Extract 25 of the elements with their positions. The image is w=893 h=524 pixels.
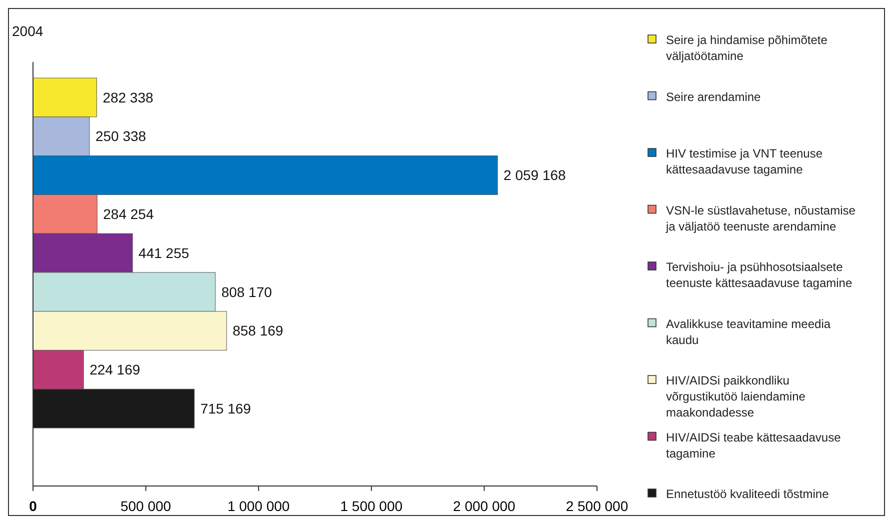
y-axis-title: 2004 <box>12 23 44 39</box>
data-label: 282 338 <box>102 89 154 106</box>
data-label: 858 169 <box>232 322 284 339</box>
legend-label: Seire arendamine <box>666 90 762 104</box>
data-label: 808 170 <box>221 284 272 300</box>
data-label: 715 169 <box>200 400 252 416</box>
x-tick-label: 1 500 000 <box>340 498 403 514</box>
data-label: 2 059 168 <box>504 167 566 184</box>
legend-label: Seire ja hindamise põhimõtete väljatöötamine <box>666 33 828 64</box>
x-tick-label: 500 000 <box>120 498 172 514</box>
legend-label: HIV/AIDSi paikkondliku võrgustikutöö laiendamine maakondadesse <box>666 374 806 420</box>
legend-label: HIV testimise ja VNT teenuse kättesaadavuse tagamine <box>666 146 823 177</box>
x-tick-label: 2 000 000 <box>453 498 516 514</box>
legend-label: Avalikkuse teavitamine meedia kaudu <box>666 316 831 347</box>
legend-label: HIV/AIDSi teabe kättesaadavuse tagamine <box>666 430 842 460</box>
data-label: 441 255 <box>138 244 190 261</box>
legend-label: Tervishoiu- ja psühhosotsiaalsete teenuste kättesaadavuse tagamine <box>666 260 852 290</box>
legend-label: VSN-le süstlavahetuse, nõustamise ja väljatöö teenuste arendamine <box>665 203 856 234</box>
x-tick-label: 1 000 000 <box>227 498 290 514</box>
data-label: 224 169 <box>90 362 140 378</box>
legend-label: Ennetustöö kvaliteedi tõstmine <box>666 487 830 502</box>
data-label: 284 254 <box>103 206 154 222</box>
x-tick-label: 2 500 000 <box>566 498 628 514</box>
x-tick-label: 0 <box>29 498 38 514</box>
data-label: 250 338 <box>95 128 146 144</box>
